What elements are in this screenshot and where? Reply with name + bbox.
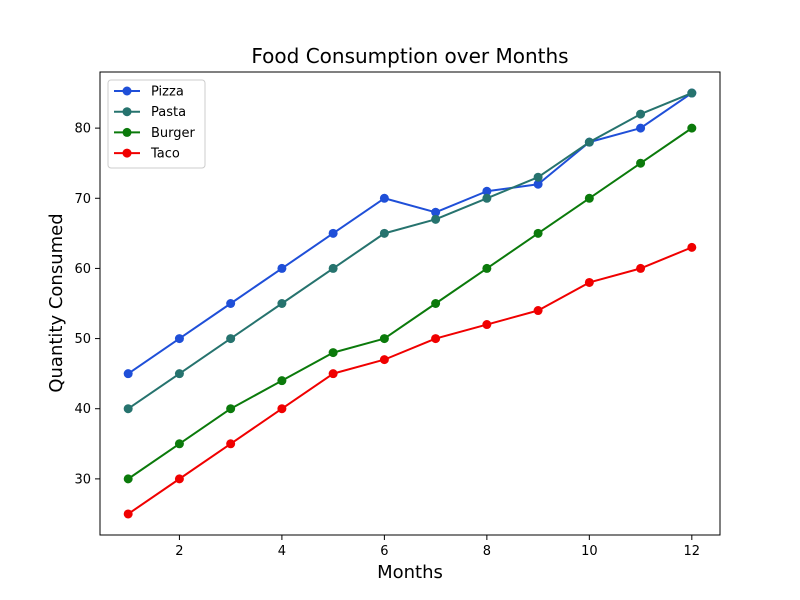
data-point-burger xyxy=(431,299,441,308)
x-tick-label: 10 xyxy=(581,544,598,559)
data-point-taco xyxy=(174,474,184,484)
data-point-pasta xyxy=(482,193,492,203)
data-point-burger xyxy=(636,158,646,168)
data-point-pizza xyxy=(328,228,338,238)
data-point-taco xyxy=(123,509,133,519)
legend-marker-taco xyxy=(122,148,132,158)
data-point-burger xyxy=(379,334,389,344)
series-taco xyxy=(123,242,697,519)
legend-item-pasta: Pasta xyxy=(114,105,186,120)
y-tick-label: 80 xyxy=(74,122,91,137)
legend-marker-pasta xyxy=(122,107,132,117)
data-point-pizza xyxy=(123,369,133,379)
data-point-pasta xyxy=(226,334,236,344)
legend-item-burger: Burger xyxy=(114,126,196,141)
y-tick-label: 40 xyxy=(74,402,91,417)
axes-frame xyxy=(99,71,721,536)
data-point-pasta xyxy=(584,137,594,147)
data-point-burger xyxy=(328,348,338,358)
data-point-pizza xyxy=(431,207,441,217)
series-line-burger xyxy=(127,127,693,480)
x-axis-label: Months xyxy=(377,562,443,583)
legend-item-taco: Taco xyxy=(114,147,180,162)
data-point-burger xyxy=(482,263,492,273)
series-burger xyxy=(123,123,697,484)
x-tick-label: 8 xyxy=(483,544,491,559)
legend-label-taco: Taco xyxy=(150,147,180,162)
data-point-burger xyxy=(533,228,543,238)
series-line-pizza xyxy=(127,92,693,375)
y-axis-label: Quantity Consumed xyxy=(46,213,67,392)
x-tick-label: 4 xyxy=(278,544,286,559)
data-point-burger xyxy=(174,439,184,449)
data-point-taco xyxy=(584,277,594,287)
data-point-pasta xyxy=(636,109,646,119)
plot-area xyxy=(99,71,721,536)
data-point-pasta xyxy=(533,172,543,182)
y-tick-label: 70 xyxy=(74,192,91,207)
series-layer xyxy=(123,88,697,519)
data-point-pasta xyxy=(431,214,441,224)
data-point-pasta xyxy=(123,404,133,414)
x-tick-label: 6 xyxy=(380,544,388,559)
data-point-pizza xyxy=(226,299,236,308)
legend-label-pasta: Pasta xyxy=(151,105,186,120)
data-point-pasta xyxy=(379,228,389,238)
y-tick-label: 30 xyxy=(74,472,91,487)
x-tick-label: 12 xyxy=(684,544,701,559)
legend-box xyxy=(107,79,206,169)
data-point-pasta xyxy=(277,299,287,308)
y-tick-label: 50 xyxy=(74,332,91,347)
data-point-pizza xyxy=(277,263,287,273)
data-point-pasta xyxy=(328,263,338,273)
data-point-burger xyxy=(584,193,594,203)
data-point-taco xyxy=(328,369,338,379)
data-point-pasta xyxy=(174,369,184,379)
data-point-pizza xyxy=(379,193,389,203)
data-point-burger xyxy=(277,376,287,386)
legend-marker-pizza xyxy=(122,86,132,96)
data-point-pizza xyxy=(636,123,646,133)
data-point-taco xyxy=(482,320,492,330)
data-point-taco xyxy=(379,355,389,365)
legend-label-burger: Burger xyxy=(151,126,196,141)
data-point-burger xyxy=(687,123,697,133)
data-point-pasta xyxy=(687,88,697,98)
legend-marker-burger xyxy=(122,127,132,137)
data-point-pizza xyxy=(174,334,184,344)
data-point-burger xyxy=(226,404,236,414)
legend-item-pizza: Pizza xyxy=(114,85,184,100)
series-line-pasta xyxy=(127,92,693,410)
chart-title: Food Consumption over Months xyxy=(251,44,568,68)
data-point-taco xyxy=(226,439,236,449)
data-point-taco xyxy=(431,334,441,344)
data-point-burger xyxy=(123,474,133,484)
data-point-taco xyxy=(687,242,697,252)
legend-label-pizza: Pizza xyxy=(151,85,184,100)
legend: Pizza Pasta Burger Taco xyxy=(107,79,206,169)
x-axis-ticks: 2 4 6 8 10 12 xyxy=(175,535,700,559)
y-axis-ticks: 30 40 50 60 70 80 xyxy=(74,122,100,487)
data-point-taco xyxy=(533,306,543,316)
data-point-taco xyxy=(277,404,287,414)
y-tick-label: 60 xyxy=(74,262,91,277)
data-point-pizza xyxy=(482,186,492,196)
series-pasta xyxy=(123,88,697,414)
data-point-taco xyxy=(636,263,646,273)
series-line-taco xyxy=(127,246,693,515)
data-point-pizza xyxy=(533,179,543,189)
x-tick-label: 2 xyxy=(175,544,183,559)
